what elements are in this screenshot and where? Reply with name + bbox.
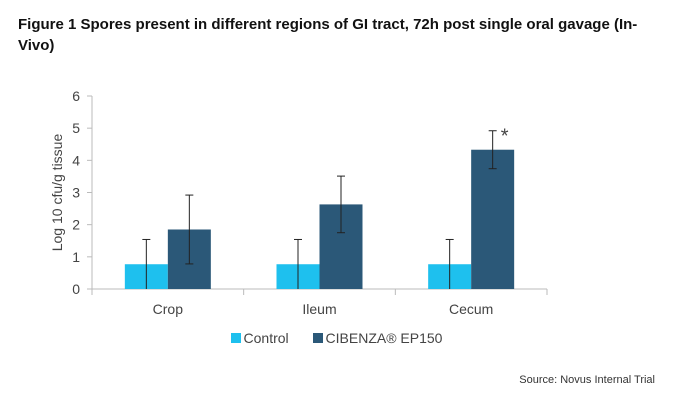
legend-item-control: Control — [230, 330, 289, 346]
legend-label-control: Control — [243, 330, 289, 346]
legend-swatch-cibenza — [312, 333, 323, 343]
y-tick-label: 6 — [72, 88, 80, 104]
y-tick-label: 0 — [72, 281, 80, 297]
chart-legend: Control CIBENZA® EP150 — [0, 330, 673, 346]
legend-item-cibenza: CIBENZA® EP150 — [312, 330, 443, 346]
y-tick-label: 1 — [72, 249, 80, 265]
y-tick-label: 5 — [72, 120, 80, 136]
bar-cibenza-ep150-cecum — [471, 149, 515, 289]
bar-chart: 0 1 2 3 4 5 6 Log 10 cfu/g tissue Crop Ileum Cecum… — [49, 88, 548, 317]
y-tick-label: 3 — [72, 185, 80, 201]
figure-title: Figure 1 Spores present in different reg… — [18, 16, 638, 54]
y-axis-title: Log 10 cfu/g tissue — [49, 134, 65, 252]
x-category-label: Cecum — [449, 301, 493, 317]
x-category-label: Ileum — [302, 301, 336, 317]
y-tick-label: 2 — [72, 217, 80, 233]
source-note: Source: Novus Internal Trial — [519, 374, 655, 386]
legend-swatch-control — [230, 333, 241, 343]
y-tick-label: 4 — [72, 152, 80, 168]
significance-marker: * — [501, 126, 509, 148]
x-category-label: Crop — [153, 301, 184, 317]
legend-label-cibenza: CIBENZA® EP150 — [325, 330, 443, 346]
